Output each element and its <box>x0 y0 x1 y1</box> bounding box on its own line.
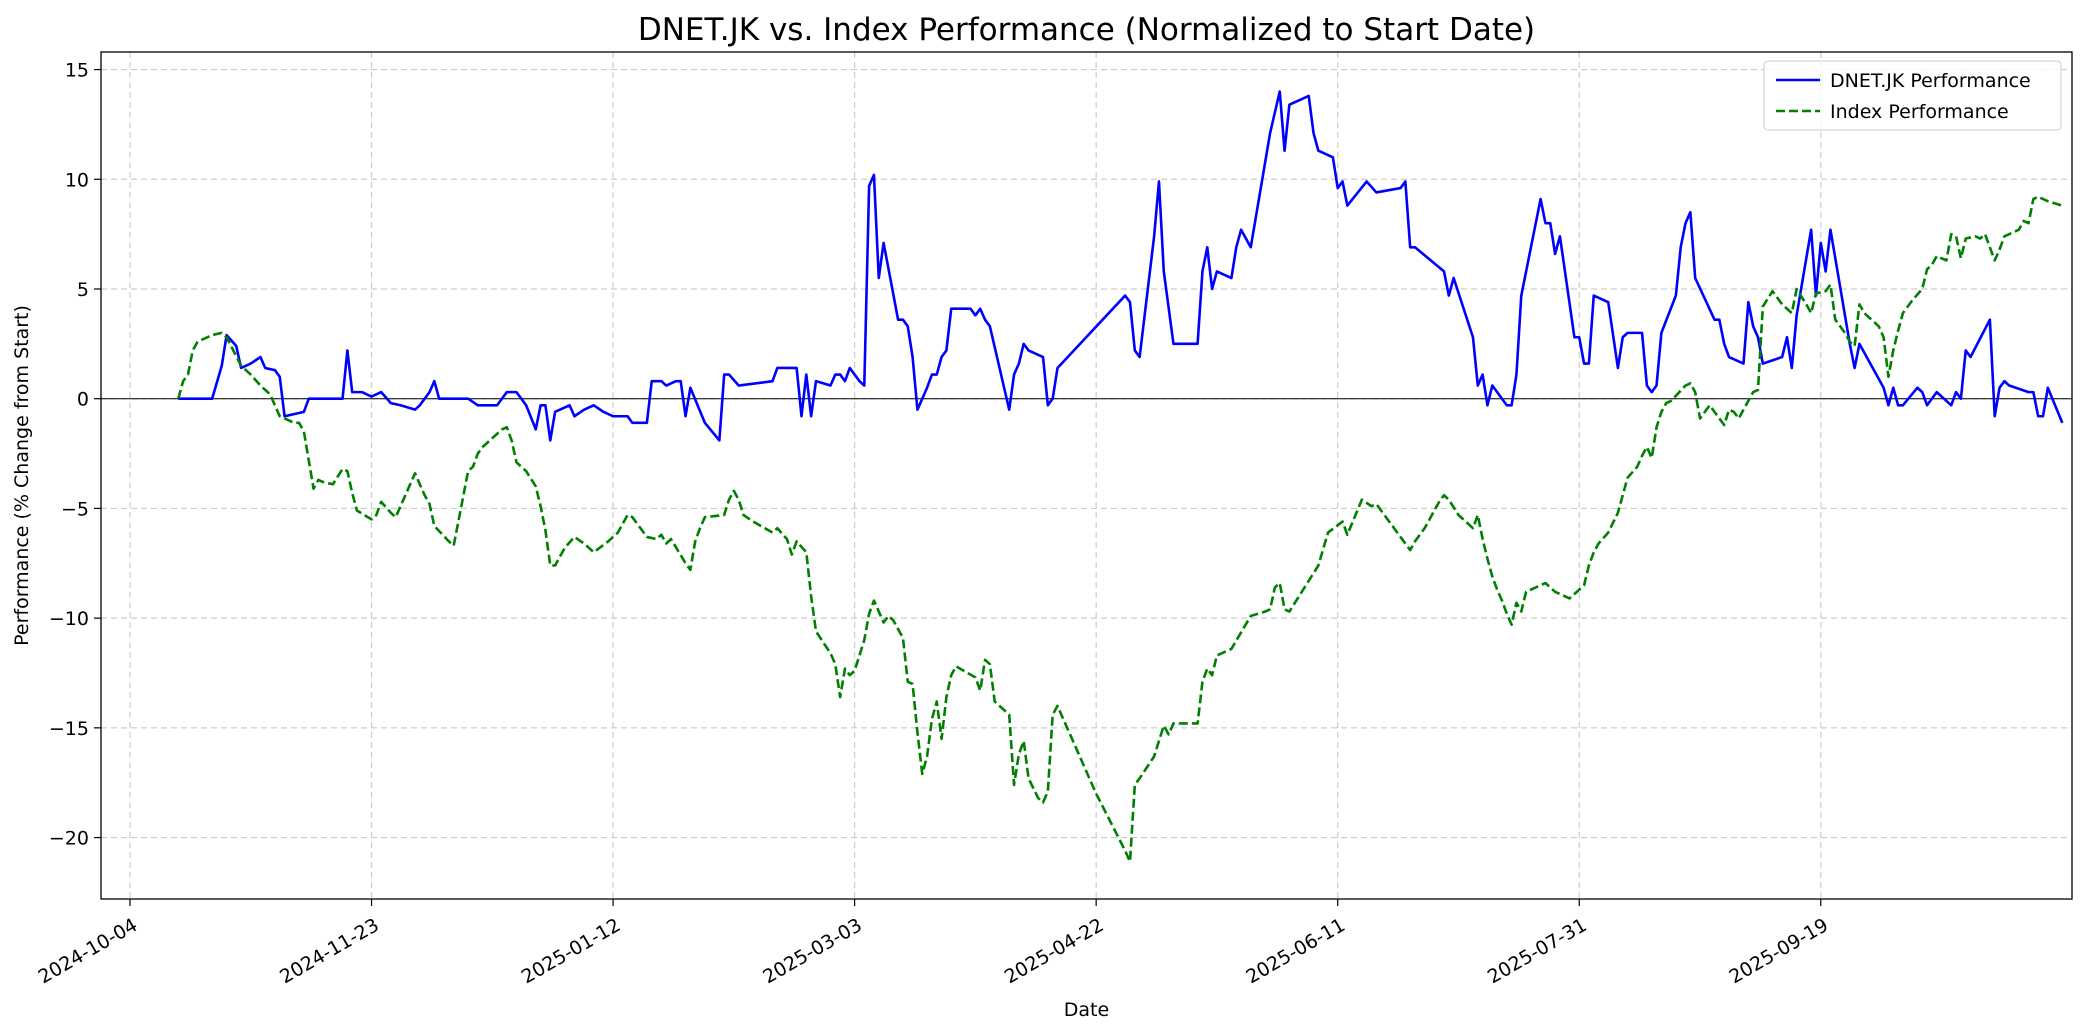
legend-label-index: Index Performance <box>1830 101 2009 123</box>
y-tick-label: 10 <box>65 169 89 191</box>
y-axis-ticks: 15 10 5 0 −5 −10 −15 −20 <box>49 60 101 850</box>
y-tick-label: −5 <box>61 498 89 520</box>
chart-title: DNET.JK vs. Index Performance (Normalize… <box>638 12 1535 48</box>
series-line-index <box>177 195 2063 863</box>
y-tick-label: −10 <box>49 608 89 630</box>
series-line-dnet <box>178 90 2064 442</box>
y-tick-label: −20 <box>49 828 89 850</box>
legend: DNET.JK Performance Index Performance <box>1763 60 2062 131</box>
y-tick-label: 15 <box>65 60 89 82</box>
y-tick-label: 5 <box>77 279 89 301</box>
y-axis-label: Performance (% Change from Start) <box>11 305 33 646</box>
legend-box <box>1763 60 2062 131</box>
x-axis-label: Date <box>1064 999 1109 1021</box>
y-tick-label: 0 <box>77 389 89 411</box>
plot-frame <box>100 51 2073 900</box>
series-layer <box>177 90 2064 863</box>
y-tick-label: −15 <box>49 718 89 740</box>
legend-label-dnet: DNET.JK Performance <box>1830 70 2031 92</box>
